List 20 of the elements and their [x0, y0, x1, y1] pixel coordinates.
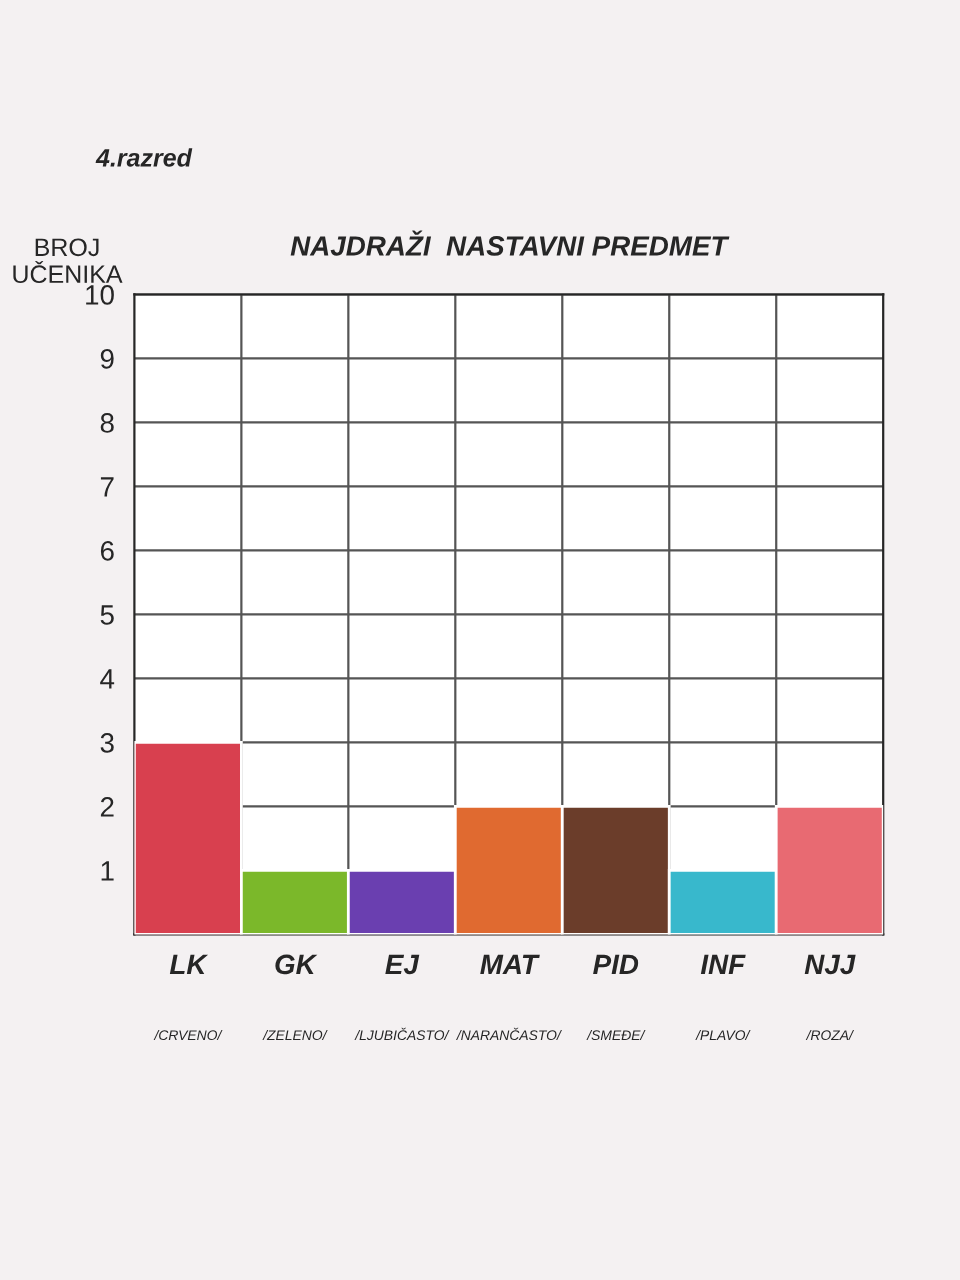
y-tick-label: 6 — [100, 541, 114, 561]
x-tick-label: GK — [275, 954, 318, 975]
y-tick-label: 10 — [86, 285, 114, 305]
y-tick-label: 1 — [101, 861, 114, 881]
y-tick-label: 2 — [100, 797, 114, 817]
y-tick-label: 3 — [100, 733, 114, 753]
y-tick-label: 5 — [100, 605, 114, 625]
y-tick-label: 8 — [100, 413, 114, 433]
y-tick-label: 9 — [100, 349, 114, 369]
y-tick-label: 7 — [100, 477, 114, 497]
chart-subtitle: 4.razred — [95, 148, 193, 167]
x-tick-label: EJ — [385, 954, 420, 975]
x-tick-label: INF — [700, 954, 746, 974]
chart-title: NAJDRAŽI NASTAVNI PREDMET — [290, 230, 730, 256]
x-tick-label: NJJ — [804, 954, 856, 975]
x-tick-label: LK — [169, 954, 209, 974]
y-axis-title: BROJ UČENIKA — [13, 238, 123, 284]
y-tick-label: 4 — [100, 669, 115, 689]
x-tick-label: PID — [593, 954, 639, 974]
x-tick-label: MAT — [480, 954, 540, 974]
